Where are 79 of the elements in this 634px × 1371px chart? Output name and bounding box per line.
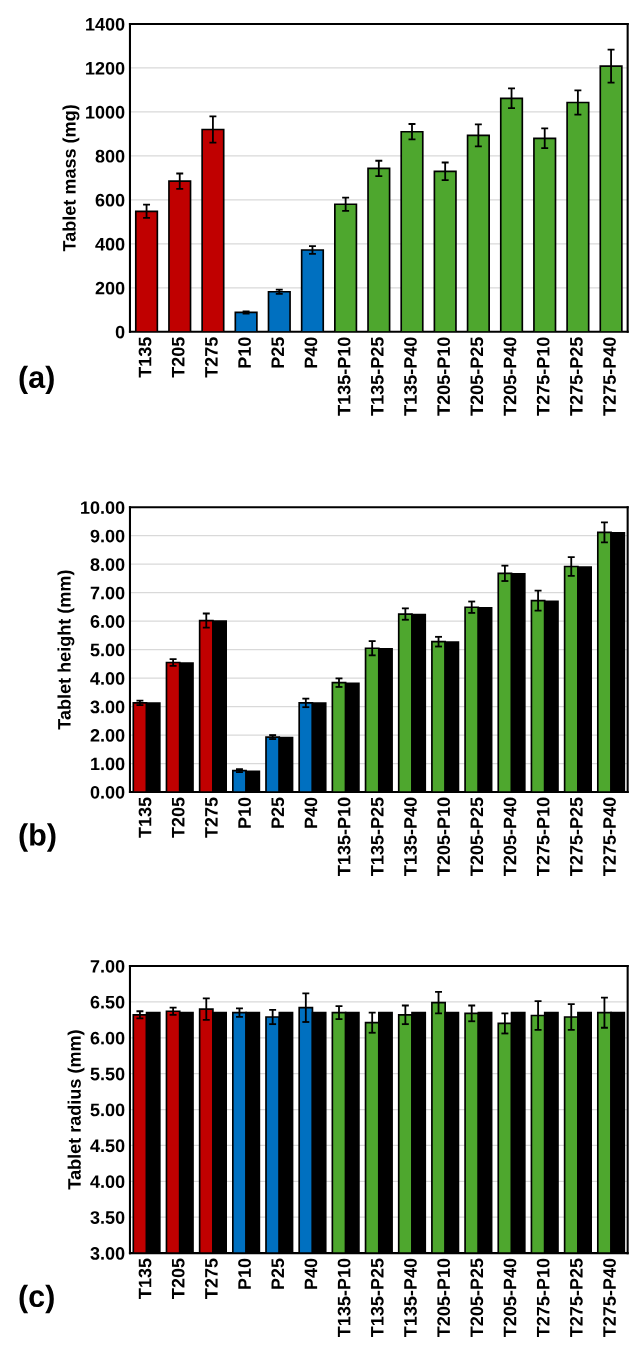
y-tick-label: 0.00 <box>90 785 125 799</box>
x-tick-label: T205-P10 <box>437 337 451 416</box>
y-tick-label: 7.00 <box>90 586 125 600</box>
x-tick-label: T205 <box>171 797 185 838</box>
y-tick-label: 3.00 <box>90 1247 125 1260</box>
y-tick-label: 0 <box>115 325 125 339</box>
x-tick-label: T275-P25 <box>569 337 583 416</box>
x-tick-label: T135 <box>138 337 152 378</box>
y-tick-label: 2.00 <box>90 729 125 742</box>
y-tick-label: 1400 <box>86 17 125 31</box>
x-tick-label: T135-P10 <box>337 797 351 876</box>
x-tick-label: T275-P40 <box>603 337 616 416</box>
y-axis-title: Tablet radius (mm) <box>67 1030 85 1190</box>
text: (c) <box>19 1284 54 1314</box>
x-tick-label: P10 <box>238 337 251 368</box>
y-tick-label: 200 <box>95 281 125 295</box>
y-tick-label: 1000 <box>86 105 125 119</box>
y-tick-label: 1200 <box>86 61 125 75</box>
x-tick-label: T275 <box>204 797 218 838</box>
x-tick-label: T275-P40 <box>603 1258 616 1338</box>
y-tick-label: 1.00 <box>91 757 125 771</box>
x-tick-label: T205-P25 <box>470 797 484 876</box>
x-tick-label: P40 <box>304 1258 318 1289</box>
x-tick-label: T205-P10 <box>437 797 451 876</box>
x-tick-label: T135-P40 <box>404 337 417 416</box>
y-tick-label: 800 <box>95 149 125 163</box>
x-tick-label: P25 <box>271 797 285 828</box>
y-tick-label: 10.00 <box>81 501 125 514</box>
x-tick-label: T135-P25 <box>370 337 384 416</box>
y-tick-label: 3.00 <box>90 700 125 714</box>
x-tick-label: T135-P10 <box>337 1258 351 1338</box>
x-tick-label: T205 <box>171 337 185 378</box>
x-tick-label: T275 <box>204 337 218 378</box>
text: (b) <box>19 823 56 852</box>
y-tick-label: 5.00 <box>90 1103 125 1117</box>
y-tick-label: 4.00 <box>90 1175 125 1189</box>
x-tick-label: P10 <box>238 1258 251 1289</box>
y-tick-label: 600 <box>95 193 125 207</box>
x-tick-label: T275-P25 <box>569 797 583 876</box>
x-tick-label: T135-P40 <box>404 797 417 876</box>
x-tick-label: T275 <box>204 1258 218 1299</box>
x-tick-label: P10 <box>238 797 251 828</box>
x-tick-label: T205-P40 <box>503 337 517 416</box>
x-tick-label: T135 <box>138 797 152 838</box>
x-tick-label: P40 <box>304 797 318 828</box>
y-tick-label: 8.00 <box>90 558 125 571</box>
x-tick-label: T135-P10 <box>337 337 351 416</box>
x-tick-label: T135 <box>138 1258 152 1299</box>
y-tick-label: 6.50 <box>90 995 125 1009</box>
y-tick-label: 9.00 <box>90 529 125 543</box>
y-tick-label: 5.50 <box>90 1067 125 1081</box>
x-tick-label: T205 <box>171 1258 185 1299</box>
x-tick-label: P25 <box>271 1258 285 1289</box>
y-axis-title: Tablet height (mm) <box>57 570 75 730</box>
y-axis-title: Tablet mass (mg) <box>62 105 80 252</box>
x-tick-label: T205-P40 <box>503 797 517 876</box>
x-tick-label: T205-P10 <box>437 1258 451 1338</box>
y-tick-label: 5.00 <box>90 643 125 657</box>
x-tick-label: T275-P25 <box>569 1258 583 1338</box>
x-tick-label: T275-P10 <box>536 1258 550 1338</box>
x-tick-label: T275-P10 <box>536 797 550 876</box>
x-tick-label: T205-P25 <box>470 337 484 416</box>
x-tick-label: T135-P25 <box>370 1258 384 1338</box>
x-tick-label: P25 <box>271 337 285 368</box>
x-tick-label: T135-P25 <box>370 797 384 876</box>
y-tick-label: 6.00 <box>90 1031 125 1045</box>
text: (a) <box>19 365 54 395</box>
y-tick-label: 4.00 <box>90 672 125 685</box>
x-tick-label: T205-P25 <box>470 1258 484 1338</box>
x-tick-label: T135-P40 <box>404 1258 417 1338</box>
y-tick-label: 3.50 <box>90 1211 125 1224</box>
x-tick-label: T205-P40 <box>503 1258 517 1338</box>
y-tick-label: 4.50 <box>90 1139 125 1153</box>
x-tick-label: T275-P10 <box>536 337 550 416</box>
y-tick-label: 7.00 <box>90 959 125 973</box>
y-tick-label: 400 <box>95 237 125 251</box>
x-tick-label: P40 <box>304 337 318 368</box>
y-tick-label: 6.00 <box>90 615 125 628</box>
x-tick-label: T275-P40 <box>603 797 616 876</box>
